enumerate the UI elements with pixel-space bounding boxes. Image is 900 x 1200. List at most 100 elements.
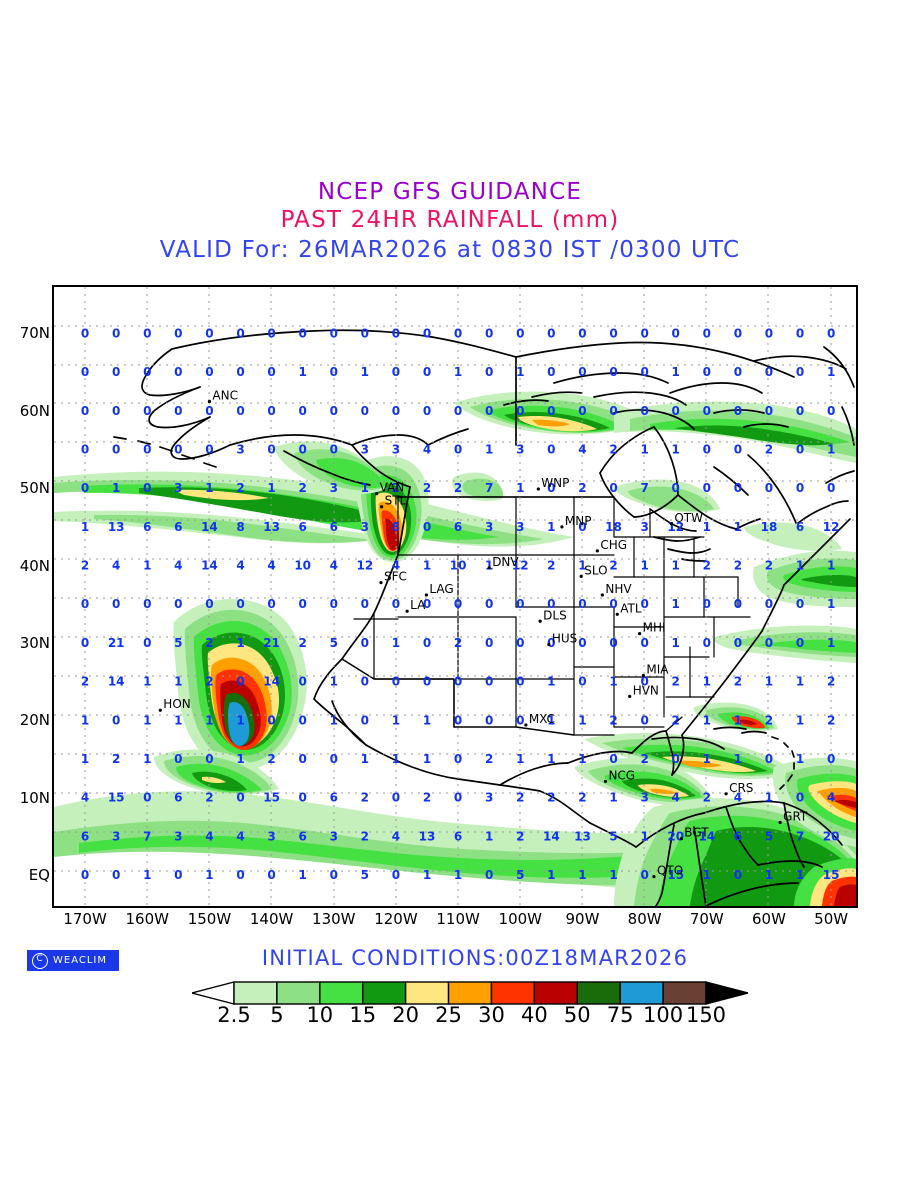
grid-rainfall-value: 0 [143,365,151,379]
city-label: ANC [212,389,238,403]
city-label: MHI [643,621,666,635]
grid-rainfall-value: 1 [174,675,182,689]
grid-rainfall-value: 1 [330,713,338,727]
colorbar-tick-label: 150 [685,1003,727,1027]
grid-rainfall-value: 0 [547,481,555,495]
grid-rainfall-value: 1 [174,713,182,727]
grid-rainfall-value: 0 [174,326,182,340]
grid-rainfall-value: 0 [547,365,555,379]
grid-rainfall-value: 1 [796,675,804,689]
grid-rainfall-value: 0 [827,326,835,340]
grid-rainfall-value: 2 [827,713,835,727]
grid-rainfall-value: 0 [703,481,711,495]
grid-rainfall-value: 0 [640,404,648,418]
grid-rainfall-value: 1 [765,868,773,882]
grid-rainfall-value: 0 [81,326,89,340]
grid-rainfall-value: 0 [236,326,244,340]
grid-rainfall-value: 0 [578,520,586,534]
latitude-axis: 70N 60N 50N 40N 30N 20N 10N EQ [0,285,50,908]
grid-rainfall-value: 3 [267,829,275,843]
grid-rainfall-value: 0 [640,597,648,611]
grid-rainfall-value: 14 [108,675,125,689]
grid-rainfall-value: 2 [236,481,244,495]
grid-rainfall-value: 0 [765,481,773,495]
city-marker-dot [375,491,379,496]
grid-rainfall-value: 2 [578,481,586,495]
grid-rainfall-value: 1 [423,559,431,573]
grid-rainfall-value: 0 [703,326,711,340]
grid-rainfall-value: 0 [578,365,586,379]
grid-rainfall-value: 21 [108,636,125,650]
city-marker-dot [638,632,642,636]
colorbar-tick-label: 50 [563,1003,591,1027]
grid-rainfall-value: 1 [361,752,369,766]
grid-rainfall-value: 0 [81,597,89,611]
colorbar-swatch [619,981,664,1005]
lon-tick-label: 50W [814,910,849,928]
grid-rainfall-value: 3 [112,829,120,843]
grid-rainfall-value: 0 [765,365,773,379]
grid-rainfall-value: 10 [450,559,467,573]
city-label: BGT [684,826,709,840]
grid-rainfall-value: 1 [267,481,275,495]
grid-rainfall-value: 0 [609,326,617,340]
lat-tick-label: EQ [28,866,50,885]
grid-rainfall-value: 0 [640,868,648,882]
grid-rainfall-value: 0 [672,481,680,495]
grid-rainfall-value: 0 [578,675,586,689]
grid-rainfall-value: 0 [236,365,244,379]
lon-tick-label: 110W [436,910,480,928]
grid-rainfall-value: 0 [143,597,151,611]
lon-tick-label: 150W [187,910,232,928]
grid-rainfall-value: 0 [174,597,182,611]
grid-rainfall-value: 2 [423,791,431,805]
grid-rainfall-value: 0 [734,868,742,882]
grid-rainfall-value: 0 [765,752,773,766]
grid-rainfall-value: 0 [423,365,431,379]
colorbar-tick-label: 10 [306,1003,334,1027]
grid-rainfall-value: 2 [609,713,617,727]
grid-rainfall-value: 4 [423,442,431,456]
grid-rainfall-value: 1 [205,713,213,727]
grid-rainfall-value: 0 [796,636,804,650]
grid-rainfall-value: 0 [640,675,648,689]
grid-rainfall-value: 0 [734,365,742,379]
grid-rainfall-value: 20 [667,829,684,843]
grid-rainfall-value: 1 [578,752,586,766]
city-label: HON [163,697,190,711]
grid-rainfall-value: 1 [81,520,89,534]
rainfall-shading-layer [54,391,856,906]
grid-rainfall-value: 0 [609,597,617,611]
grid-rainfall-value: 6 [734,829,742,843]
grid-rainfall-value: 0 [112,442,120,456]
grid-rainfall-value: 1 [236,636,244,650]
chart-title-block: NCEP GFS GUIDANCE PAST 24HR RAINFALL (mm… [0,178,900,265]
grid-rainfall-value: 0 [361,404,369,418]
grid-rainfall-value: 3 [174,829,182,843]
grid-rainfall-value: 2 [392,481,400,495]
grid-rainfall-value: 1 [547,713,555,727]
grid-rainfall-value: 0 [112,713,120,727]
grid-rainfall-value: 1 [578,559,586,573]
grid-rainfall-value: 8 [392,520,400,534]
grid-rainfall-value: 0 [112,868,120,882]
grid-rainfall-value: 0 [205,365,213,379]
grid-rainfall-value: 8 [236,520,244,534]
grid-rainfall-value: 2 [516,791,524,805]
colorbar-tick-label: 30 [478,1003,505,1027]
grid-rainfall-value: 1 [765,675,773,689]
grid-rainfall-value: 7 [796,829,804,843]
grid-rainfall-value: 0 [205,442,213,456]
grid-rainfall-value: 4 [174,559,182,573]
city-label: ATL [620,601,642,615]
colorbar-tick-label: 75 [606,1003,634,1027]
colorbar-underflow-arrow [192,981,235,1005]
city-marker-dot [538,619,542,623]
grid-rainfall-value: 1 [330,675,338,689]
grid-rainfall-value: 0 [796,597,804,611]
grid-rainfall-value: 0 [827,752,835,766]
lon-tick-label: 80W [627,910,662,928]
grid-rainfall-value: 0 [299,326,307,340]
grid-rainfall-value: 3 [485,520,493,534]
grid-rainfall-value: 5 [361,868,369,882]
